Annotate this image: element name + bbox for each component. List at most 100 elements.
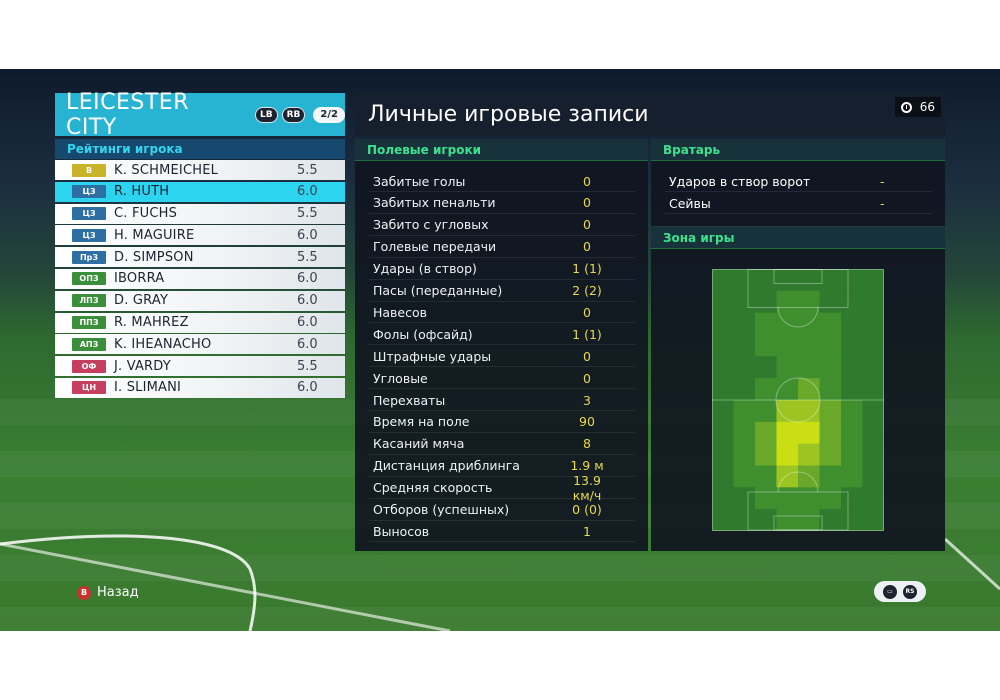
heatmap-cell bbox=[862, 312, 884, 335]
team-header: LEICESTER CITY LB RB 2/2 bbox=[55, 90, 345, 140]
heatmap-cell bbox=[798, 378, 820, 401]
heatmap-cell bbox=[798, 421, 820, 445]
player-row[interactable]: ЦЗ C. FUCHS 5.5 bbox=[55, 203, 345, 224]
heatmap-cell bbox=[819, 443, 842, 466]
stat-label: Забитые голы bbox=[373, 173, 466, 189]
heatmap-cell bbox=[819, 312, 842, 335]
position-badge: ЛПЗ bbox=[72, 294, 106, 308]
heatmap-cell bbox=[712, 334, 734, 357]
stat-value: 0 bbox=[583, 217, 591, 233]
stat-row: Угловые 0 bbox=[369, 368, 635, 390]
heatmap-cell bbox=[712, 443, 734, 466]
heatmap-cell bbox=[798, 509, 820, 531]
field-players-header: Полевые игроки bbox=[355, 139, 648, 161]
back-button[interactable]: B Назад bbox=[77, 585, 139, 600]
heatmap-cell bbox=[819, 400, 842, 423]
match-timer: 66 bbox=[894, 97, 941, 117]
stat-label: Отборов (успешных) bbox=[373, 502, 510, 517]
heatmap-cell bbox=[798, 400, 820, 423]
heatmap-cell bbox=[841, 378, 863, 401]
player-row[interactable]: В K. SCHMEICHEL 5.5 bbox=[55, 160, 345, 180]
gk-stat-row: Сейвы - bbox=[665, 193, 933, 214]
lb-button-icon[interactable]: LB bbox=[255, 106, 278, 123]
heatmap-cell bbox=[798, 334, 820, 357]
stat-row: Фолы (офсайд) 1 (1) bbox=[369, 324, 635, 346]
stat-value: 2 (2) bbox=[572, 283, 602, 298]
player-row[interactable]: ОФ J. VARDY 5.5 bbox=[55, 356, 345, 377]
heatmap-cell bbox=[733, 356, 756, 379]
heatmap-cell bbox=[712, 421, 734, 445]
heatmap-cell bbox=[755, 443, 777, 466]
heatmap-cell bbox=[841, 487, 863, 510]
stat-value: 0 bbox=[583, 348, 591, 364]
player-row[interactable]: ЦЗ R. HUTH 6.0 bbox=[55, 181, 345, 202]
heatmap-cell bbox=[712, 487, 734, 510]
heatmap-cell bbox=[776, 487, 799, 510]
heatmap-cell bbox=[819, 421, 842, 445]
heatmap-cell bbox=[862, 487, 884, 510]
heatmap-cell bbox=[841, 269, 863, 292]
heatmap-cell bbox=[862, 421, 884, 445]
heatmap-cell bbox=[712, 356, 734, 379]
player-row[interactable]: АПЗ K. IHEANACHO 6.0 bbox=[55, 334, 345, 355]
player-list: В K. SCHMEICHEL 5.5 ЦЗ R. HUTH 6.0 ЦЗ C. FUCHS 5… bbox=[55, 160, 345, 400]
player-row[interactable]: ППЗ R. MAHREZ 6.0 bbox=[55, 312, 345, 333]
heatmap-cell bbox=[733, 312, 756, 335]
heatmap-cell bbox=[841, 334, 863, 357]
heatmap-cell bbox=[862, 290, 884, 314]
stat-label: Время на поле bbox=[373, 414, 470, 430]
team-name: LEICESTER CITY bbox=[66, 89, 189, 140]
stat-label: Штрафные удары bbox=[373, 348, 492, 364]
heatmap-cell bbox=[733, 290, 756, 314]
stat-label: Забито с угловых bbox=[373, 217, 489, 233]
controls-hint[interactable]: ▭ RS bbox=[874, 581, 926, 602]
heatmap-cell bbox=[755, 334, 777, 357]
heatmap-cell bbox=[798, 356, 820, 379]
heatmap-cell bbox=[862, 465, 884, 488]
heatmap-cell bbox=[819, 269, 842, 292]
heatmap-cell bbox=[862, 378, 884, 401]
stat-value: 1 bbox=[583, 523, 591, 539]
player-row[interactable]: ОПЗ IBORRA 6.0 bbox=[55, 268, 345, 289]
player-row[interactable]: ЦН I. SLIMANI 6.0 bbox=[55, 377, 345, 398]
stat-label: Голевые передачи bbox=[373, 239, 497, 255]
heatmap-cell bbox=[733, 378, 756, 401]
position-badge: ПрЗ bbox=[72, 250, 106, 264]
heatmap-cell bbox=[862, 443, 884, 466]
heatmap-cell bbox=[798, 312, 820, 335]
heatmap-cell bbox=[733, 334, 756, 357]
stat-label: Фолы (офсайд) bbox=[373, 326, 473, 342]
heatmap-cell bbox=[776, 290, 799, 314]
stat-value: 90 bbox=[579, 414, 595, 430]
gk-stat-label: Ударов в створ ворот bbox=[669, 173, 811, 189]
player-row[interactable]: ПрЗ D. SIMPSON 5.5 bbox=[55, 247, 345, 268]
heatmap-cell bbox=[798, 269, 820, 292]
player-name: R. HUTH bbox=[114, 184, 170, 200]
heatmap-cell bbox=[755, 421, 777, 445]
player-row[interactable]: ЦЗ H. MAGUIRE 6.0 bbox=[55, 225, 345, 246]
heatmap-cell bbox=[841, 509, 863, 531]
b-button-icon: B bbox=[77, 585, 91, 600]
heatmap-cell bbox=[733, 421, 756, 445]
rs-stick-icon: RS bbox=[903, 584, 917, 599]
heatmap-cell bbox=[712, 269, 734, 292]
heatmap-cell bbox=[798, 465, 820, 488]
player-row[interactable]: ЛПЗ D. GRAY 6.0 bbox=[55, 290, 345, 311]
heatmap-cell bbox=[819, 356, 842, 379]
heatmap-cell bbox=[819, 334, 842, 357]
position-badge: В bbox=[72, 163, 106, 177]
heatmap-cell bbox=[712, 509, 734, 531]
stat-row: Время на поле 90 bbox=[369, 412, 635, 433]
stat-value: 13.9 км/ч bbox=[572, 472, 602, 503]
rb-button-icon[interactable]: RB bbox=[281, 106, 306, 123]
stat-label: Выносов bbox=[373, 523, 430, 539]
stat-row: Дистанция дриблинга 1.9 м bbox=[369, 456, 635, 477]
heatmap-cell bbox=[733, 487, 756, 510]
gk-stat-row: Ударов в створ ворот - bbox=[665, 171, 933, 192]
stat-label: Касаний мяча bbox=[373, 436, 465, 452]
heatmap-cell bbox=[712, 378, 734, 401]
player-name: R. MAHREZ bbox=[114, 315, 189, 331]
heatmap-cell bbox=[712, 312, 734, 335]
player-name: H. MAGUIRE bbox=[114, 227, 195, 243]
position-badge: ОПЗ bbox=[72, 272, 106, 286]
